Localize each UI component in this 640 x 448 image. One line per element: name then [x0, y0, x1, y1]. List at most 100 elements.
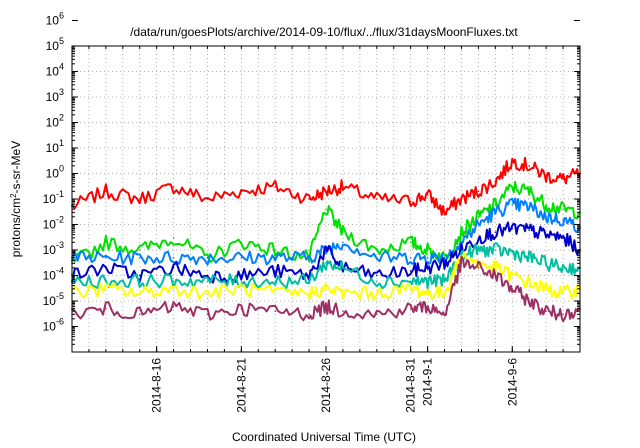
series-3-point [528, 205, 530, 208]
series-6-point [545, 288, 547, 290]
series-7-point [494, 274, 497, 277]
series-layer [71, 156, 581, 323]
series-3-point [494, 211, 497, 214]
series-4-point [308, 274, 310, 277]
series-4-point [426, 267, 429, 269]
series-6-point [325, 288, 327, 290]
series-1-point [477, 190, 480, 193]
series-3-point [240, 256, 243, 259]
y-tick-label: 102 [46, 113, 64, 130]
series-2-point [325, 208, 327, 210]
series-3-point [105, 256, 107, 259]
y-label-part-1: protons/cm [9, 198, 23, 257]
y-tick-label: 100 [46, 164, 64, 181]
series-3-point [138, 256, 141, 259]
series-4-point [409, 270, 412, 272]
series-5-point [308, 280, 310, 282]
series-1-point [342, 186, 344, 188]
series-1-point [409, 200, 412, 203]
series-6-point [426, 292, 429, 295]
series-1-point [494, 180, 497, 182]
x-tick-label: 2014-8-16 [150, 358, 164, 413]
y-tick-label: 105 [46, 36, 64, 53]
series-7-point [240, 307, 243, 310]
series-3-point [511, 203, 514, 206]
series-line-1 [71, 156, 581, 216]
series-1-point [511, 160, 514, 163]
series-1-point [528, 165, 530, 167]
series-7-point [426, 305, 429, 308]
series-6-point [409, 288, 412, 290]
series-2-point [426, 249, 429, 251]
series-7-point [409, 307, 412, 310]
series-7-point [206, 313, 209, 316]
series-5-point [240, 280, 243, 282]
series-6-point [376, 292, 378, 295]
series-6-point [308, 292, 310, 295]
y-tick-label: 10-2 [43, 215, 64, 232]
series-1-point [308, 198, 310, 200]
ticks [72, 20, 580, 352]
series-7-point [274, 310, 277, 312]
y-tick-label: 10-5 [43, 291, 64, 308]
series-6-point [105, 288, 107, 290]
series-2-point [342, 231, 344, 233]
series-4-point [443, 262, 446, 265]
series-5-point [562, 267, 564, 269]
series-2-point [105, 241, 107, 244]
x-tick-label: 2014-9-1 [421, 358, 435, 406]
series-1-point [545, 175, 547, 177]
series-5-point [409, 280, 412, 282]
series-5-point [511, 251, 514, 254]
series-1-point [172, 186, 175, 188]
series-2-point [545, 203, 547, 206]
series-7-point [562, 313, 564, 316]
y-tick-label: 10-1 [43, 189, 64, 206]
series-5-point [105, 280, 107, 282]
series-3-point [545, 216, 547, 218]
series-3-point [376, 256, 378, 259]
y-tick-label: 101 [46, 138, 64, 155]
y-tick-label: 10-4 [43, 266, 64, 283]
series-4-point [274, 270, 277, 272]
series-3-point [477, 223, 480, 226]
series-4-point [545, 233, 547, 236]
series-4-point [172, 267, 175, 269]
series-2-point [528, 190, 530, 193]
series-6-point [494, 267, 497, 269]
series-7-point [308, 313, 310, 316]
series-3-point [308, 256, 310, 259]
series-7-point [460, 262, 463, 265]
series-3-point [562, 219, 564, 221]
series-7-point [511, 288, 514, 290]
series-5-point [528, 256, 530, 259]
series-5-point [172, 280, 175, 282]
x-axis-label: Coordinated Universal Time (UTC) [232, 430, 416, 444]
series-2-point [494, 203, 497, 206]
series-4-point [325, 249, 327, 251]
x-tick-label: 2014-9-6 [505, 358, 519, 406]
series-3-point [409, 256, 412, 259]
series-3-point [443, 256, 446, 259]
series-5-point [545, 262, 547, 265]
series-2-point [138, 249, 141, 251]
y-label-superscript: 2 [9, 193, 18, 198]
series-2-point [240, 241, 243, 244]
series-6-point [443, 292, 446, 295]
chart-title: /data/run/goesPlots/archive/2014-09-10/f… [130, 25, 518, 39]
series-line-4 [71, 221, 581, 284]
series-4-point [206, 274, 209, 277]
series-5-point [477, 249, 480, 251]
series-1-point [562, 178, 564, 180]
series-7-point [376, 313, 378, 316]
series-3-point [206, 256, 209, 259]
series-1-point [274, 186, 277, 188]
x-tick-label: 2014-8-21 [234, 358, 248, 413]
series-2-point [274, 249, 277, 251]
series-4-point [105, 267, 107, 269]
series-7-point [325, 305, 327, 308]
series-5-point [325, 262, 327, 265]
series-5-point [376, 280, 378, 282]
series-4-point [138, 274, 141, 277]
